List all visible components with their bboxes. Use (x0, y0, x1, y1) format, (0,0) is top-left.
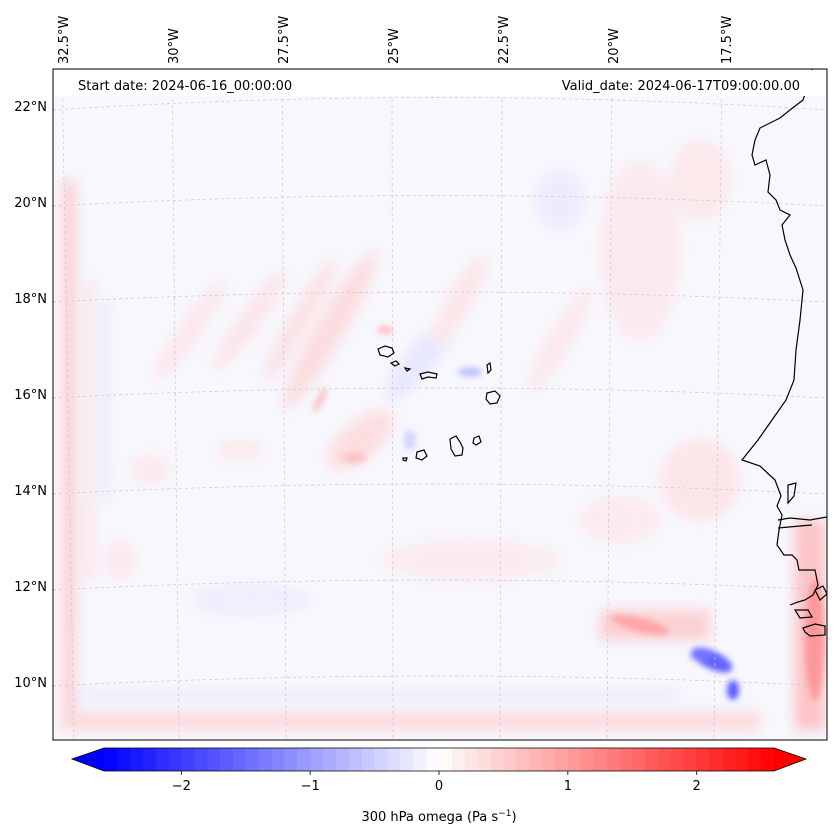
colorbar-cell (181, 748, 195, 771)
colorbar-cell (542, 748, 556, 771)
colorbar-cell (142, 748, 157, 771)
colorbar-cell (554, 748, 569, 771)
colorbar-cell (284, 748, 298, 771)
map-frame (52, 68, 828, 741)
colorbar-cell (645, 748, 659, 771)
colorbar-cell (426, 748, 440, 771)
lon-label-32-5w: 32.5°W (57, 16, 72, 64)
start-date-label: Start date: 2024-06-16_00:00:00 (78, 79, 292, 94)
colorbar-cell (683, 748, 698, 771)
colorbar-cell (361, 748, 376, 771)
colorbar-cell (245, 748, 260, 771)
omega-field-strong (313, 326, 825, 700)
colorbar-cell (632, 748, 646, 771)
colorbar-label-end: ) (511, 810, 516, 825)
colorbar-label-text: 300 hPa omega (Pa s (361, 810, 498, 825)
colorbar-cell (748, 748, 762, 771)
colorbar-cell (439, 748, 453, 771)
colorbar-cell (207, 748, 221, 771)
lat-label-20n: 20°N (14, 196, 47, 211)
colorbar-extend-max (774, 748, 806, 771)
colorbar-cell (606, 748, 620, 771)
colorbar-cell (155, 748, 170, 771)
colorbar-cell (593, 748, 608, 771)
colorbar-cell (194, 748, 208, 771)
colorbar-cell (271, 748, 285, 771)
colorbar-cell (670, 748, 685, 771)
colorbar-cell (400, 748, 414, 771)
colorbar-cell (761, 748, 775, 771)
colorbar-cell (490, 748, 505, 771)
colorbar-extend-min (72, 748, 104, 771)
colorbar-cell (451, 748, 466, 771)
lon-label-22-5w: 22.5°W (497, 16, 512, 64)
colorbar-label-superscript: −1 (498, 809, 511, 819)
colorbar-cell (696, 748, 711, 771)
header-bar (54, 70, 826, 96)
latitude-labels: 22°N 20°N 18°N 16°N 14°N 12°N 10°N (14, 100, 47, 691)
longitude-labels: 32.5°W 30°W 27.5°W 25°W 22.5°W 20°W 17.5… (57, 16, 735, 64)
colorbar-cell (323, 748, 337, 771)
colorbar-cell (503, 748, 517, 771)
lat-label-16n: 16°N (14, 388, 47, 403)
colorbar-tick-label: 1 (564, 779, 572, 794)
colorbar-cell (310, 748, 324, 771)
colorbar-cell (709, 748, 724, 771)
colorbar-cell (335, 748, 350, 771)
colorbar-ticks: −2 −1 0 1 2 (172, 771, 701, 794)
colorbar-cell (232, 748, 247, 771)
colorbar-label: 300 hPa omega (Pa s−1) (361, 809, 516, 825)
colorbar-cell (413, 748, 427, 771)
colorbar-cell (567, 748, 582, 771)
coastline-cape-verde (377, 345, 501, 462)
lon-label-25w: 25°W (387, 28, 402, 64)
colorbar-cell (168, 748, 182, 771)
colorbar-cell (619, 748, 633, 771)
colorbar-cell (374, 748, 389, 771)
colorbar-cell (116, 748, 131, 771)
lon-label-30w: 30°W (167, 28, 182, 64)
colorbar-cell (104, 748, 118, 771)
colorbar-cell (529, 748, 543, 771)
lat-label-12n: 12°N (14, 580, 47, 595)
colorbar-cell (387, 748, 401, 771)
colorbar-cell (129, 748, 144, 771)
colorbar-cell (464, 748, 479, 771)
colorbar-cells (104, 748, 775, 771)
map-panel (53, 69, 827, 740)
graticule (53, 69, 827, 740)
colorbar-cell (658, 748, 672, 771)
colorbar-cell (735, 748, 749, 771)
lon-label-17-5w: 17.5°W (720, 16, 735, 64)
lat-label-10n: 10°N (14, 676, 47, 691)
colorbar-tick-label: −2 (172, 779, 191, 794)
colorbar-tick-label: −1 (301, 779, 320, 794)
colorbar-cell (348, 748, 363, 771)
colorbar-cell (580, 748, 595, 771)
colorbar-cell (477, 748, 492, 771)
coastline-africa (740, 69, 827, 637)
colorbar-cell (219, 748, 234, 771)
colorbar: −2 −1 0 1 2 300 hPa omega (Pa s−1) (70, 747, 808, 825)
colorbar-tick-label: 2 (693, 779, 701, 794)
lat-label-14n: 14°N (14, 484, 47, 499)
colorbar-outline (70, 747, 808, 772)
colorbar-cell (297, 748, 311, 771)
colorbar-tick-label: 0 (435, 779, 443, 794)
colorbar-cell (516, 748, 530, 771)
lat-label-22n: 22°N (14, 100, 47, 115)
lat-label-18n: 18°N (14, 292, 47, 307)
valid-date-label: Valid_date: 2024-06-17T09:00:00.00 (562, 79, 800, 94)
lon-label-20w: 20°W (607, 28, 622, 64)
colorbar-cell (258, 748, 273, 771)
colorbar-cell (722, 748, 736, 771)
lon-label-27-5w: 27.5°W (277, 16, 292, 64)
